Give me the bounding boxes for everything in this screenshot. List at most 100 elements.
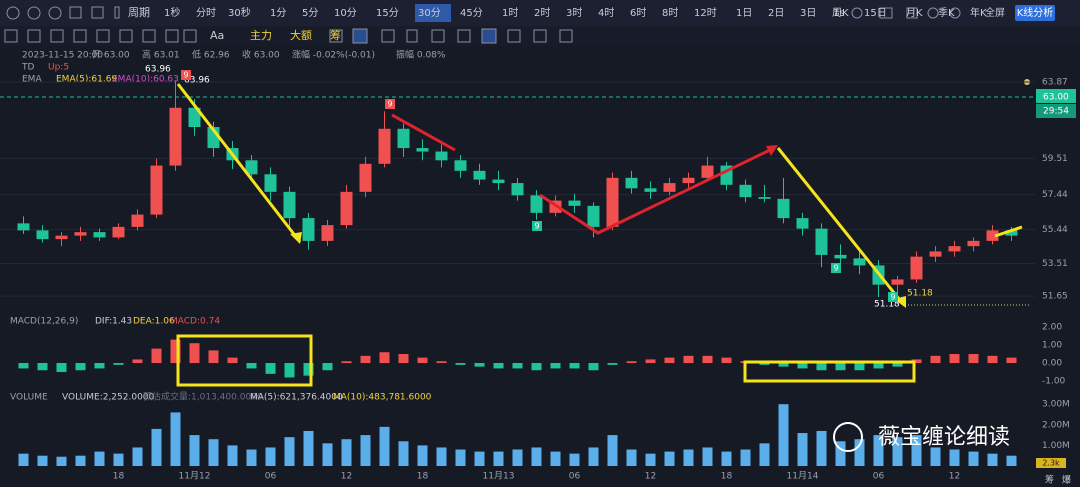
footer-item[interactable]: 筹 — [1045, 474, 1054, 486]
period[interactable]: 45分 — [460, 7, 483, 19]
analysis-button-label[interactable]: K线分析 — [1017, 6, 1054, 19]
td-value: Up:5 — [48, 63, 69, 73]
volume-bar — [398, 441, 409, 466]
icon[interactable] — [96, 29, 110, 43]
macd-bar — [721, 357, 732, 364]
low-line-label: 51.18 — [874, 300, 900, 310]
candle-body — [777, 198, 790, 219]
fullscreen[interactable]: 全屏 — [985, 6, 1005, 19]
volume-tick-label: 3.00M — [1042, 400, 1070, 410]
volume-ma5: MA(5):621,376.4000 — [250, 393, 343, 403]
icon[interactable] — [507, 29, 521, 43]
volume-bar — [75, 455, 86, 466]
period[interactable]: 2日 — [768, 8, 784, 19]
countdown-tag — [1036, 104, 1076, 118]
period[interactable]: 5分 — [302, 7, 318, 19]
macd-bar — [265, 363, 276, 374]
period-label[interactable]: 周期 — [128, 6, 150, 19]
y-tick-label: 53.51 — [1042, 259, 1068, 269]
volume-bar — [816, 430, 827, 466]
period[interactable]: 周K — [832, 7, 849, 19]
tool[interactable]: 筹 — [330, 28, 341, 42]
candle-body — [910, 256, 923, 280]
candle-body — [150, 165, 163, 215]
icon[interactable] — [50, 29, 64, 43]
period[interactable]: 2时 — [534, 7, 550, 19]
icon[interactable] — [406, 29, 418, 43]
macd-bar — [512, 363, 523, 369]
period[interactable]: 3时 — [566, 7, 582, 19]
icon[interactable] — [481, 28, 497, 44]
macd-dea: DEA:1.06 — [133, 317, 175, 327]
icon[interactable] — [559, 29, 573, 43]
macd-bar — [417, 357, 428, 364]
icon[interactable] — [27, 6, 41, 20]
volume-bar — [493, 451, 504, 466]
tool[interactable]: 主力 — [250, 29, 272, 42]
footer-item[interactable]: 爆 — [1062, 474, 1071, 486]
macd-bar — [132, 359, 143, 364]
icon[interactable] — [91, 6, 104, 19]
icon[interactable] — [533, 29, 547, 43]
period[interactable]: 分时 — [196, 7, 216, 19]
countdown: 29:54 — [1043, 107, 1069, 117]
tool[interactable]: Aa — [210, 29, 224, 42]
macd-bar — [854, 363, 865, 371]
tool[interactable]: 大额 — [290, 28, 312, 42]
macd-bar — [303, 363, 314, 376]
icon[interactable] — [48, 6, 62, 20]
icon[interactable] — [119, 29, 133, 43]
candle-body — [359, 163, 372, 192]
icon[interactable] — [73, 29, 87, 43]
icon[interactable] — [329, 29, 343, 43]
icon[interactable] — [381, 29, 395, 43]
candle-body — [853, 258, 866, 266]
period[interactable]: 1日 — [736, 8, 752, 19]
period[interactable]: 1时 — [502, 7, 518, 19]
analysis-button[interactable] — [1015, 5, 1055, 21]
icon[interactable] — [431, 29, 445, 43]
period[interactable]: 季K — [938, 7, 955, 19]
period[interactable]: 30秒 — [228, 6, 251, 19]
icon[interactable] — [6, 6, 20, 20]
ema5: EMA(5):61.69 — [56, 75, 117, 85]
volume-bar — [170, 412, 181, 466]
icon[interactable] — [949, 7, 961, 19]
icon[interactable] — [927, 7, 939, 19]
icon[interactable] — [183, 29, 197, 43]
period[interactable]: 8时 — [662, 7, 678, 19]
period[interactable]: 6时 — [630, 7, 646, 19]
period[interactable]: 30分 — [418, 7, 441, 19]
icon[interactable] — [27, 29, 41, 43]
icon[interactable] — [69, 6, 82, 19]
macd-bar — [208, 350, 219, 364]
icon[interactable] — [879, 7, 893, 19]
period[interactable]: 15分 — [376, 7, 399, 19]
macd-bar — [778, 363, 789, 367]
high-line-label: 63.96 — [184, 76, 210, 86]
icon[interactable] — [165, 29, 179, 43]
icon[interactable] — [457, 29, 471, 43]
icon[interactable] — [906, 7, 918, 19]
icon[interactable] — [114, 6, 120, 19]
volume-current: VOLUME:2,252.0000 — [62, 393, 155, 403]
icon[interactable] — [142, 29, 156, 43]
period[interactable]: 15日 — [864, 8, 887, 19]
period[interactable]: 12时 — [694, 7, 717, 19]
icon[interactable] — [4, 29, 18, 43]
macd-bar — [246, 363, 257, 369]
period[interactable]: 1秒 — [164, 6, 180, 19]
icon[interactable] — [851, 7, 863, 19]
td-badges: 9 9 9 9 9 — [181, 70, 898, 302]
macd-bar — [892, 363, 903, 367]
candle-body — [188, 107, 201, 128]
icon[interactable] — [352, 28, 368, 44]
period[interactable]: 10分 — [334, 7, 357, 19]
period[interactable]: 4时 — [598, 7, 614, 19]
period[interactable]: 3日 — [800, 8, 816, 19]
macd-bar — [645, 359, 656, 364]
speed[interactable]: 1s — [833, 8, 845, 19]
period[interactable]: 年K — [970, 6, 987, 19]
period[interactable]: 1分 — [270, 7, 286, 19]
period[interactable]: 月K — [906, 7, 923, 19]
